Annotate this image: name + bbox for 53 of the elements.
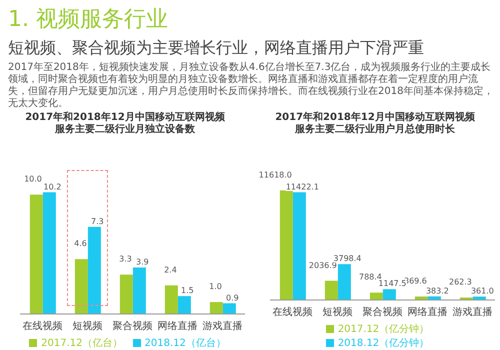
legend-label: 2017.12（亿分钟）	[338, 324, 430, 335]
data-label: 4.6	[74, 239, 87, 248]
data-label: 10.2	[43, 182, 62, 192]
bar	[280, 190, 293, 300]
bar	[292, 192, 306, 300]
x-tick-label: 短视频	[72, 320, 102, 332]
x-tick-label: 游戏直播	[452, 306, 492, 318]
data-label: 10.0	[24, 174, 42, 184]
data-label: 1.5	[181, 286, 194, 296]
data-label: 11618.0	[258, 170, 292, 180]
data-label: 262.3	[448, 278, 472, 287]
data-label: 11422.1	[286, 182, 319, 192]
x-tick-label: 在线视频	[22, 320, 62, 332]
x-tick-label: 网络直播	[158, 320, 198, 332]
bar	[132, 267, 146, 314]
data-label: 383.2	[426, 286, 449, 296]
data-label: 7.3	[91, 216, 104, 226]
text: 2017年至2018年，短视频快速发展，月独立设备数从4.6亿台增长至7.3亿台，成为视频服务行业的主要成长领域，同时聚合视频也有着较为明显的月独立设备数增长。网络直播和游戏直播都存在着一定程度的用户流失，但留存用户无疑更加沉迷，用户月总使用时长反而保持增长。而在线视频行业在2018年间基本保持稳定，无太大变化。	[8, 62, 494, 110]
data-label: 2.4	[164, 265, 177, 274]
bar	[324, 280, 338, 300]
data-label: 0.9	[226, 293, 239, 302]
bar	[42, 192, 56, 314]
x-tick-label: 聚合视频	[362, 306, 402, 318]
data-label: 1.0	[209, 282, 222, 292]
data-label: 3798.4	[333, 254, 362, 264]
bar	[30, 194, 43, 314]
bar	[370, 292, 383, 300]
legend-label: 2018.12（亿台）	[144, 338, 226, 349]
bar	[210, 302, 223, 314]
bar	[164, 285, 178, 314]
x-tick-label: 短视频	[322, 306, 352, 318]
legend-label: 2017.12（亿台）	[41, 338, 122, 349]
bar	[74, 259, 88, 314]
bar	[120, 274, 133, 314]
text: 短视频、聚合视频为主要增长行业，网络直播用户下滑严重	[8, 38, 424, 59]
bar	[338, 264, 351, 300]
data-label: 1147.5	[378, 279, 406, 288]
data-label: 2036.9	[308, 260, 337, 270]
chart-title: 2017年和2018年12月中国移动互联网视频服务主要二级行业用户月总使用时长	[275, 112, 475, 136]
x-tick-label: 聚合视频	[112, 320, 152, 332]
legend-label: 2018.12（亿分钟）	[338, 338, 430, 349]
x-tick-label: 网络直播	[408, 306, 448, 318]
bar	[382, 289, 396, 300]
bar	[88, 226, 101, 314]
x-tick-label: 在线视频	[272, 306, 312, 318]
data-label: 3.3	[119, 254, 132, 264]
data-label: 361.0	[470, 286, 494, 296]
text: 1. 视频服务行业	[8, 6, 168, 34]
bar	[222, 303, 236, 314]
chart-title: 2017年和2018年12月中国移动互联网视频服务主要二级行业月独立设备数	[25, 112, 225, 136]
x-tick-label: 游戏直播	[202, 320, 242, 332]
data-label: 3.9	[136, 257, 149, 266]
bar	[178, 296, 191, 314]
